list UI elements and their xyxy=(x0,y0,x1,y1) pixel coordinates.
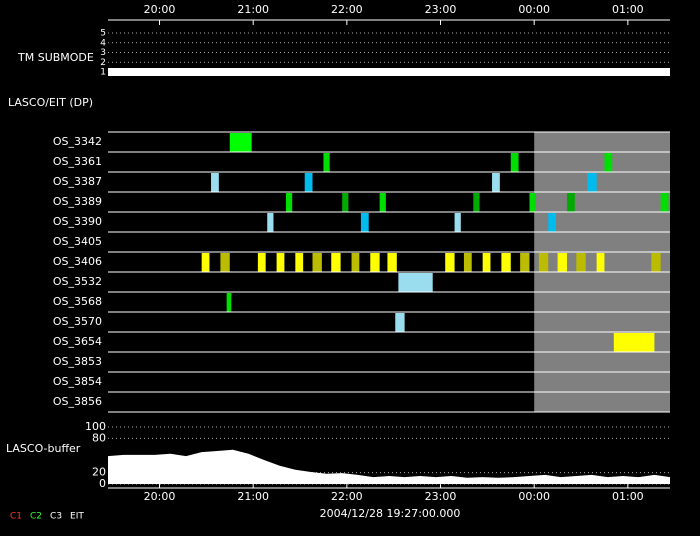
event xyxy=(651,253,661,272)
submode-bar xyxy=(108,68,670,76)
row-label: OS_3406 xyxy=(53,255,102,268)
x-tick-label: 01:00 xyxy=(612,490,644,503)
event xyxy=(510,153,519,172)
row-label: OS_3853 xyxy=(53,355,102,368)
event xyxy=(323,153,330,172)
y-tick-label: 20 xyxy=(92,466,106,479)
y-tick-label: 3 xyxy=(100,48,106,58)
event xyxy=(331,253,341,272)
x-tick-label: 22:00 xyxy=(331,3,363,16)
x-tick-label: 23:00 xyxy=(425,3,457,16)
event xyxy=(587,173,597,192)
legend-entry: C1 xyxy=(10,512,22,522)
x-tick-label: 20:00 xyxy=(144,490,176,503)
event xyxy=(257,253,266,272)
legend-entry: C3 xyxy=(50,512,62,522)
row-label: OS_3856 xyxy=(53,395,102,408)
row-label: OS_3570 xyxy=(53,315,102,328)
row-label: OS_3390 xyxy=(53,215,102,228)
date-label: 2004/12/28 19:27:00.000 xyxy=(320,507,461,520)
event xyxy=(360,213,369,232)
event xyxy=(548,213,557,232)
event xyxy=(566,193,575,212)
x-tick-label: 23:00 xyxy=(425,490,457,503)
event xyxy=(576,253,586,272)
event xyxy=(304,173,313,192)
row-label: OS_3342 xyxy=(53,135,102,148)
y-tick-label: 0 xyxy=(99,477,106,490)
event xyxy=(276,253,285,272)
x-tick-label: 21:00 xyxy=(237,3,269,16)
row-label: OS_3389 xyxy=(53,195,102,208)
event xyxy=(229,133,252,152)
event xyxy=(398,273,433,292)
x-tick-label: 00:00 xyxy=(518,3,550,16)
event xyxy=(267,213,274,232)
event xyxy=(482,253,491,272)
event xyxy=(604,153,613,172)
x-tick-label: 22:00 xyxy=(331,490,363,503)
event xyxy=(520,253,530,272)
event xyxy=(312,253,322,272)
event xyxy=(557,253,567,272)
row-label: OS_3568 xyxy=(53,295,102,308)
row-label: OS_3387 xyxy=(53,175,102,188)
event xyxy=(351,253,360,272)
x-tick-label: 20:00 xyxy=(144,3,176,16)
event xyxy=(529,193,536,212)
buffer-label: LASCO-buffer xyxy=(6,442,81,455)
x-tick-label: 01:00 xyxy=(612,3,644,16)
submode-label: TM SUBMODE xyxy=(17,51,94,64)
event xyxy=(295,253,304,272)
event xyxy=(596,253,605,272)
event xyxy=(463,253,472,272)
buffer-area xyxy=(108,449,670,484)
event xyxy=(501,253,511,272)
dp-label: LASCO/EIT (DP) xyxy=(8,96,93,109)
legend-entry: C2 xyxy=(30,512,42,522)
event xyxy=(445,253,455,272)
event xyxy=(370,253,380,272)
row-label: OS_3854 xyxy=(53,375,102,388)
row-label: OS_3361 xyxy=(53,155,102,168)
y-tick-label: 80 xyxy=(92,431,106,444)
y-tick-label: 1 xyxy=(100,68,106,78)
event xyxy=(285,193,293,212)
y-tick-label: 5 xyxy=(100,29,106,39)
x-tick-label: 00:00 xyxy=(518,490,550,503)
row-label: OS_3532 xyxy=(53,275,102,288)
y-tick-label: 2 xyxy=(100,58,106,68)
legend-entry: EIT xyxy=(70,512,84,522)
x-tick-label: 21:00 xyxy=(237,490,269,503)
event xyxy=(454,213,461,232)
event xyxy=(201,253,210,272)
y-tick-label: 100 xyxy=(85,420,106,433)
event xyxy=(379,193,386,212)
event xyxy=(211,173,219,192)
event xyxy=(492,173,500,192)
event xyxy=(395,313,405,332)
event xyxy=(613,333,655,352)
event xyxy=(226,293,232,312)
row-label: OS_3405 xyxy=(53,235,102,248)
event xyxy=(342,193,349,212)
event xyxy=(538,253,549,272)
y-tick-label: 4 xyxy=(100,38,106,48)
event xyxy=(660,193,669,212)
row-label: OS_3654 xyxy=(53,335,102,348)
event xyxy=(220,253,230,272)
event xyxy=(387,253,397,272)
event xyxy=(473,193,480,212)
